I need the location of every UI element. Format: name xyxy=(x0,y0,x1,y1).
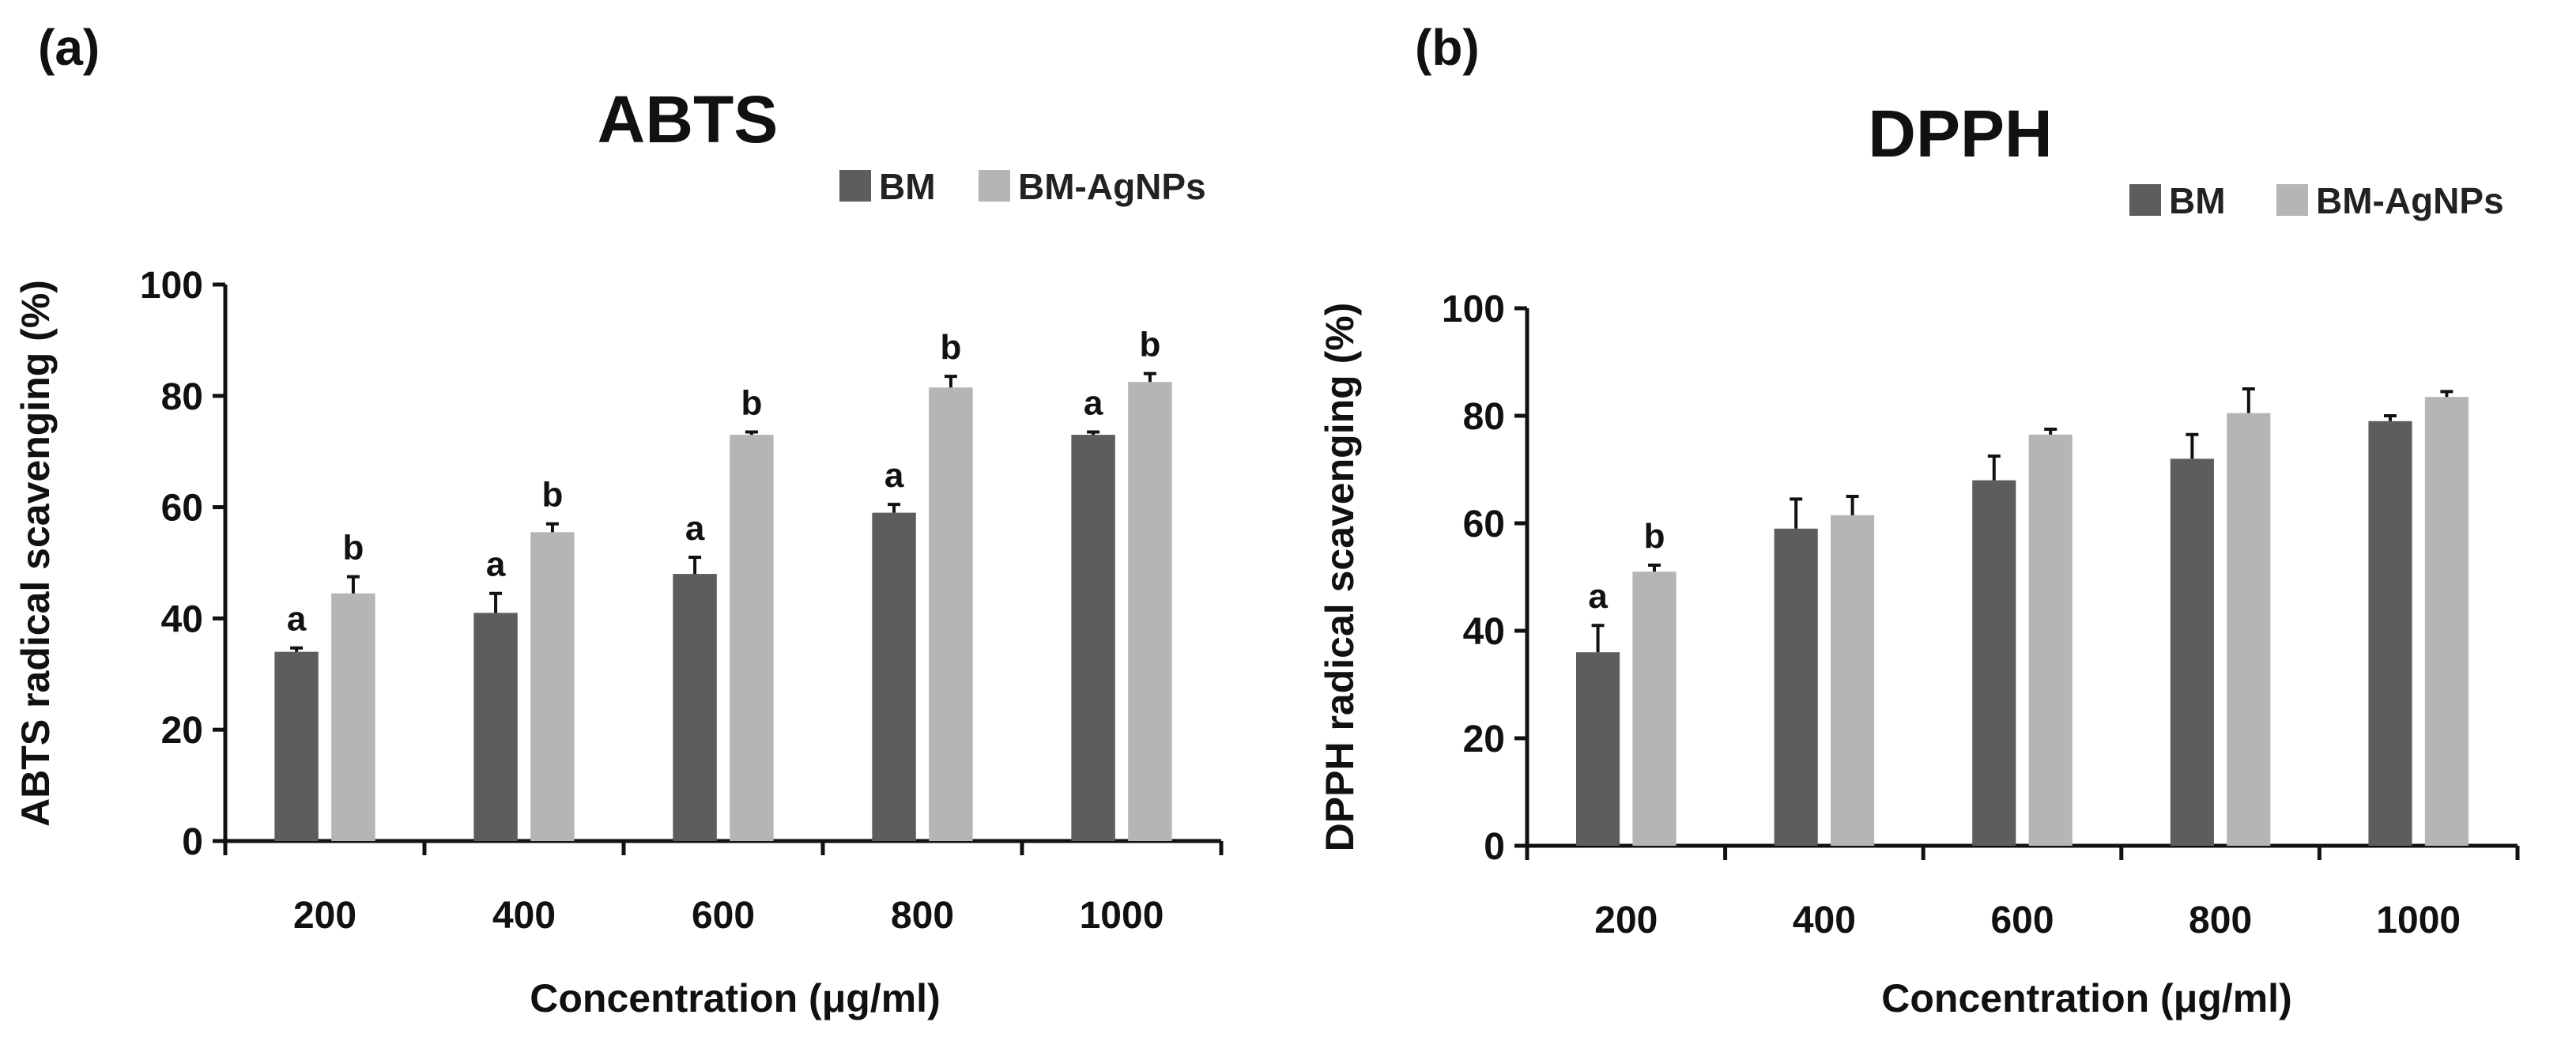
plot-area: 0 20 40 60 80 100 200 ab 400 600 800 1000 xyxy=(1442,289,2520,941)
bar-bm xyxy=(1972,480,2016,846)
x-tick-label: 800 xyxy=(891,895,954,937)
bar-bm-agnps xyxy=(929,387,973,841)
bar-bm-agnps xyxy=(2424,397,2469,846)
legend-swatch-bm-agnps xyxy=(2276,184,2308,216)
bar-bm-agnps xyxy=(1632,571,1676,846)
chart-title-abts: ABTS xyxy=(598,82,779,157)
y-tick-label: 0 xyxy=(182,821,203,863)
bar-bm-agnps xyxy=(530,532,575,841)
legend-swatch-bm-agnps xyxy=(979,170,1010,202)
legend-label-bm-agnps: BM-AgNPs xyxy=(2316,180,2504,221)
significance-label: a xyxy=(685,509,705,548)
significance-label: b xyxy=(541,476,563,515)
y-tick-label: 20 xyxy=(161,710,203,752)
panel-label-a: (a) xyxy=(38,19,100,76)
x-axis-label: Concentration (μg/ml) xyxy=(1881,976,2291,1020)
significance-label: b xyxy=(342,529,364,568)
x-tick-label: 200 xyxy=(293,895,356,937)
bar-bm-agnps xyxy=(1831,515,1875,846)
significance-label: a xyxy=(884,456,904,495)
bar-bm xyxy=(872,512,916,841)
y-tick-label: 20 xyxy=(1463,719,1505,760)
significance-label: b xyxy=(940,328,961,367)
significance-label: b xyxy=(741,384,762,423)
significance-label: b xyxy=(1644,517,1665,556)
x-tick-label: 600 xyxy=(692,895,755,937)
bar-bm xyxy=(473,613,518,841)
x-tick-label: 1000 xyxy=(2376,900,2461,941)
x-tick-label: 600 xyxy=(1990,900,2054,941)
significance-label: a xyxy=(486,545,506,584)
significance-label: a xyxy=(1084,384,1103,423)
legend: BM BM-AgNPs xyxy=(839,166,1206,207)
y-tick-label: 60 xyxy=(1463,504,1505,545)
legend-swatch-bm xyxy=(2129,184,2161,216)
bar-bm xyxy=(2170,458,2214,846)
panel-label-b: (b) xyxy=(1415,19,1480,76)
legend-label-bm: BM xyxy=(2169,180,2226,221)
legend-label-bm: BM xyxy=(879,166,936,207)
bar-bm-agnps xyxy=(2227,413,2271,846)
bar-bm xyxy=(1576,652,1620,846)
x-axis-label: Concentration (μg/ml) xyxy=(530,976,940,1020)
y-tick-label: 40 xyxy=(1463,611,1505,653)
legend-label-bm-agnps: BM-AgNPs xyxy=(1018,166,1206,207)
bar-bm xyxy=(1071,435,1115,841)
y-tick-label: 100 xyxy=(1442,289,1505,330)
y-axis-label: DPPH radical scavenging (%) xyxy=(1318,303,1362,852)
legend-swatch-bm xyxy=(839,170,871,202)
significance-label: a xyxy=(287,600,307,639)
significance-label: a xyxy=(1588,577,1608,616)
y-tick-label: 60 xyxy=(161,488,203,530)
bar-bm xyxy=(2368,421,2412,846)
bar-bm-agnps xyxy=(730,435,774,841)
legend: BM BM-AgNPs xyxy=(2129,180,2504,221)
chart-title-dpph: DPPH xyxy=(1868,96,2052,171)
y-tick-label: 80 xyxy=(161,376,203,418)
x-tick-label: 400 xyxy=(1793,900,1856,941)
y-axis-label: ABTS radical scavenging (%) xyxy=(13,280,58,827)
bar-bm xyxy=(673,574,717,841)
x-tick-label: 800 xyxy=(2189,900,2252,941)
y-tick-label: 40 xyxy=(161,598,203,640)
bar-bm xyxy=(274,651,319,841)
y-tick-label: 80 xyxy=(1463,396,1505,438)
x-tick-label: 400 xyxy=(492,895,556,937)
y-tick-label: 100 xyxy=(140,265,203,307)
abts-chart: (a) ABTS BM BM-AgNPs ABTS radical scaven… xyxy=(13,19,1224,1020)
x-tick-label: 200 xyxy=(1594,900,1658,941)
bar-bm-agnps xyxy=(2028,434,2072,846)
significance-label: b xyxy=(1139,326,1160,364)
x-tick-label: 1000 xyxy=(1080,895,1164,937)
bar-bm xyxy=(1774,528,1818,846)
y-tick-label: 0 xyxy=(1484,826,1505,868)
bar-bm-agnps xyxy=(331,593,375,841)
dpph-chart: (b) DPPH BM BM-AgNPs DPPH radical scaven… xyxy=(1318,19,2520,1020)
bar-bm-agnps xyxy=(1128,382,1172,841)
